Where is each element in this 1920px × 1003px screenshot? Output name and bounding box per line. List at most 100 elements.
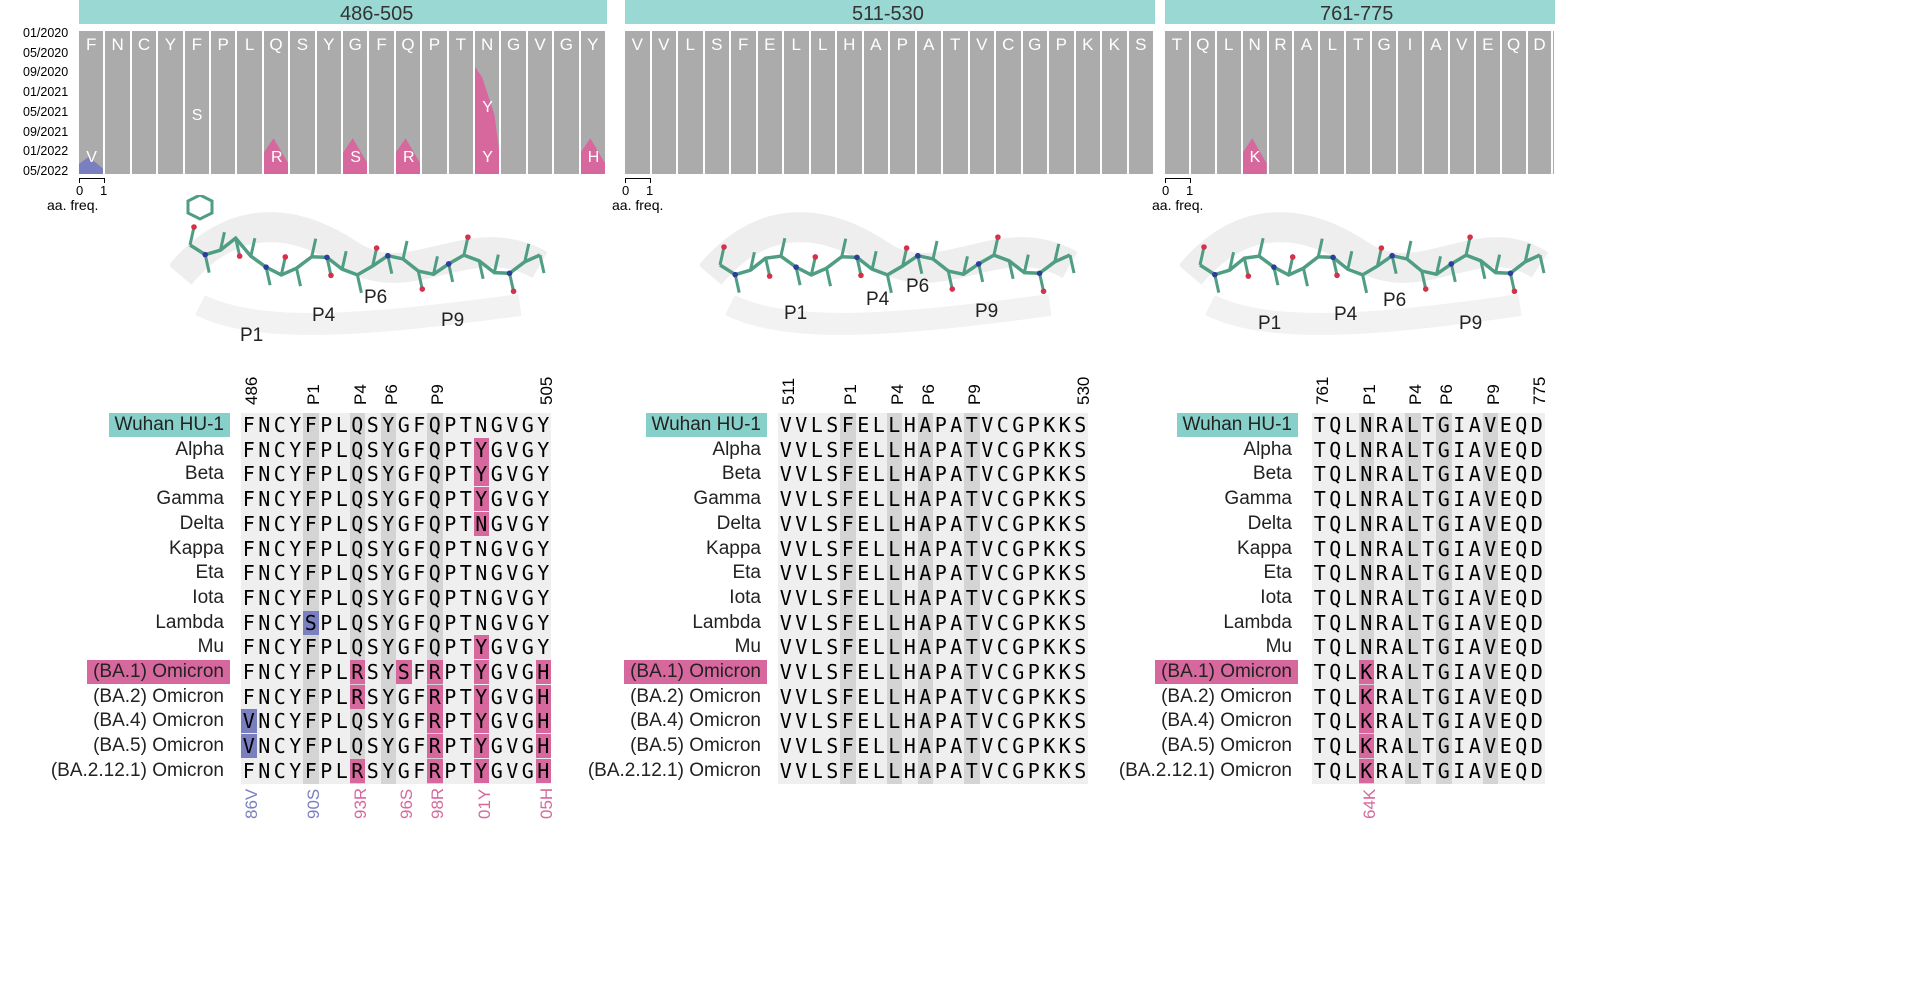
residue: D	[1530, 585, 1543, 610]
variant-name: (BA.2) Omicron	[1161, 685, 1292, 707]
residue: G	[1012, 561, 1025, 586]
residue: A	[950, 462, 963, 487]
residue: L	[888, 437, 901, 462]
residue: A	[1391, 758, 1404, 783]
variant-name: (BA.2.12.1) Omicron	[50, 759, 224, 781]
residue: I	[1453, 487, 1466, 512]
residue: S	[1074, 610, 1087, 635]
residue: F	[413, 709, 426, 734]
residue: V	[1484, 660, 1497, 684]
residue: I	[1453, 462, 1466, 487]
residue: F	[242, 561, 255, 586]
residue: G	[1437, 758, 1450, 783]
residue: F	[413, 561, 426, 586]
residue: C	[996, 536, 1009, 561]
residue: G	[490, 610, 503, 635]
residue: T	[459, 413, 472, 437]
residue: P	[320, 413, 333, 437]
residue: G	[490, 437, 503, 462]
residue: K	[1058, 660, 1071, 684]
heatmap-column: A	[917, 31, 943, 174]
heatmap-column: D	[1528, 31, 1554, 174]
column-residue-label: L	[1224, 35, 1234, 54]
residue: E	[1499, 487, 1512, 512]
residue: T	[1422, 709, 1435, 734]
column-residue-label: V	[976, 35, 988, 54]
residue: R	[1375, 511, 1388, 536]
residue: A	[1468, 610, 1481, 635]
mutation-residue-label: Y	[482, 99, 493, 116]
residue: H	[535, 684, 551, 709]
peptide-structure-illustration	[1180, 212, 1549, 335]
residue: C	[996, 413, 1009, 437]
residue: N	[258, 660, 271, 684]
residue: P	[444, 487, 457, 512]
residue: P	[934, 413, 947, 437]
residue: E	[857, 660, 870, 684]
alignment-background	[241, 413, 551, 784]
residue: G	[490, 684, 503, 709]
residue: G	[521, 610, 534, 635]
heatmap-column: L	[1217, 31, 1243, 174]
residue: N	[258, 758, 271, 783]
residue: V	[1484, 585, 1497, 610]
frequency-axis-line	[625, 178, 651, 183]
residue: E	[1499, 536, 1512, 561]
residue: Q	[351, 462, 364, 487]
residue: V	[981, 610, 994, 635]
residue: L	[872, 437, 885, 462]
residue: T	[459, 511, 472, 536]
residue: K	[1358, 734, 1374, 759]
residue: V	[981, 585, 994, 610]
residue: K	[1043, 536, 1056, 561]
residue: N	[258, 413, 271, 437]
residue: P	[444, 536, 457, 561]
heatmap-column: H	[837, 31, 864, 174]
column-residue-label: Q	[1507, 35, 1521, 54]
residue: Q	[1329, 462, 1342, 487]
residue: G	[1437, 413, 1450, 437]
residue: V	[506, 413, 519, 437]
residue: T	[965, 635, 978, 660]
residue: S	[1074, 561, 1087, 586]
column-residue-label: C	[1002, 35, 1015, 54]
alignment-header-label: 530	[1073, 376, 1093, 405]
column-residue-label: K	[1082, 35, 1094, 54]
residue: L	[810, 660, 823, 684]
residue: A	[950, 585, 963, 610]
date-tick-label: 09/2021	[23, 124, 69, 139]
residue: Q	[1329, 610, 1342, 635]
pocket-column-shade	[964, 413, 980, 784]
residue: T	[1313, 487, 1326, 512]
mutation-residue-label: R	[271, 149, 283, 166]
variant-name: Iota	[192, 586, 224, 608]
frequency-tick-label: 0	[1162, 183, 1170, 198]
residue: A	[919, 635, 932, 660]
residue: P	[1027, 536, 1040, 561]
residue: S	[366, 561, 379, 586]
residue: N	[258, 585, 271, 610]
mutation-residue-label: V	[86, 149, 97, 166]
column-residue-label: A	[870, 35, 882, 54]
residue: Q	[1329, 511, 1342, 536]
residue: G	[521, 437, 534, 462]
residue: R	[1375, 610, 1388, 635]
pocket-column-shade	[840, 413, 856, 784]
residue: Q	[351, 635, 364, 660]
residue: Y	[473, 758, 489, 783]
residue: T	[1422, 734, 1435, 759]
residue: Q	[428, 462, 441, 487]
residue: G	[521, 511, 534, 536]
residue: C	[996, 610, 1009, 635]
variant-name: Mu	[1265, 636, 1292, 658]
residue: T	[1313, 536, 1326, 561]
residue: K	[1058, 734, 1071, 759]
column-residue-label: G	[506, 35, 521, 54]
residue: T	[1313, 660, 1326, 684]
residue: G	[1012, 635, 1025, 660]
residue: R	[349, 684, 365, 709]
residue: G	[490, 734, 503, 759]
